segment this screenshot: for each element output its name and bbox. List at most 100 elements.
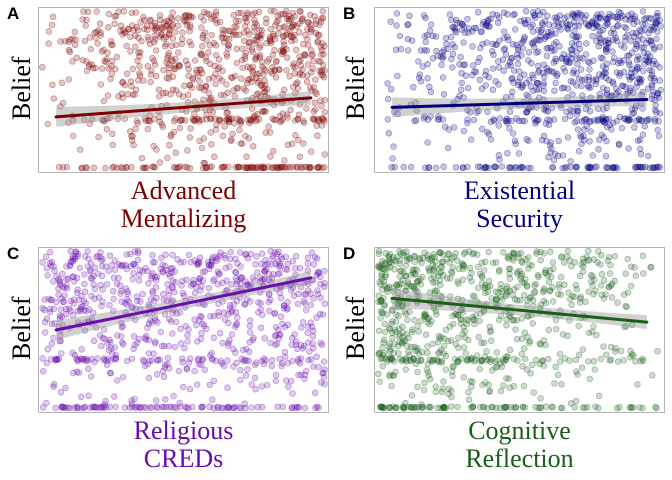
data-point: [376, 403, 384, 411]
data-point: [247, 329, 254, 336]
data-point: [481, 282, 489, 289]
data-point: [385, 253, 393, 260]
data-point: [93, 8, 100, 15]
data-point: [85, 63, 93, 70]
data-point: [610, 164, 617, 172]
data-point: [290, 22, 297, 29]
data-point: [65, 404, 72, 412]
data-point: [541, 73, 548, 81]
data-point: [215, 271, 223, 278]
data-point: [179, 29, 186, 36]
data-point: [477, 163, 484, 171]
data-point: [191, 367, 198, 375]
data-point: [165, 49, 173, 57]
data-point: [654, 92, 661, 99]
data-point: [184, 338, 191, 345]
data-point: [424, 349, 431, 357]
data-point: [253, 22, 261, 29]
data-point: [170, 117, 178, 125]
data-point: [630, 404, 637, 411]
data-point: [185, 326, 192, 333]
data-point: [484, 404, 491, 412]
data-point: [278, 362, 285, 370]
data-point: [129, 275, 136, 283]
points-group: [39, 247, 329, 412]
data-point: [271, 249, 278, 256]
data-point: [602, 291, 609, 298]
data-point: [99, 256, 106, 263]
data-point: [108, 38, 115, 45]
data-point: [197, 50, 205, 57]
data-point: [188, 84, 195, 92]
data-point: [576, 10, 584, 17]
data-point: [515, 81, 522, 89]
data-point: [613, 90, 620, 98]
data-point: [523, 108, 530, 116]
data-point: [73, 289, 81, 296]
data-point: [197, 312, 204, 320]
data-point: [313, 314, 320, 321]
data-point: [297, 371, 305, 379]
data-point: [225, 116, 233, 123]
data-point: [512, 140, 519, 148]
data-point: [150, 297, 158, 305]
data-point: [314, 164, 321, 171]
data-point: [384, 265, 391, 272]
data-point: [557, 350, 564, 358]
data-point: [235, 84, 242, 92]
data-point: [633, 117, 640, 125]
data-point: [416, 254, 423, 262]
data-point: [519, 81, 526, 89]
data-point: [197, 51, 204, 58]
data-point: [437, 346, 445, 354]
data-point: [237, 140, 244, 147]
data-point: [563, 20, 570, 27]
data-point: [195, 355, 202, 362]
data-point: [640, 44, 647, 51]
data-point: [118, 298, 125, 305]
data-point: [305, 280, 312, 288]
data-point: [476, 404, 484, 411]
data-point: [228, 136, 235, 143]
data-point: [97, 253, 104, 261]
data-point: [211, 153, 218, 160]
data-point: [501, 404, 509, 412]
data-point: [318, 379, 325, 386]
data-point: [603, 46, 610, 53]
data-point: [605, 13, 613, 21]
data-point: [634, 163, 642, 171]
data-point: [561, 355, 569, 362]
data-point: [313, 272, 320, 279]
data-point: [459, 164, 467, 171]
data-point: [379, 344, 386, 351]
data-point: [244, 366, 251, 373]
data-point: [166, 315, 173, 323]
data-point: [603, 60, 611, 67]
data-point: [65, 119, 72, 126]
data-point: [392, 257, 399, 265]
data-point: [375, 298, 382, 305]
data-point: [537, 395, 544, 402]
data-point: [132, 316, 139, 324]
data-point: [169, 278, 177, 285]
data-point: [596, 14, 604, 21]
data-point: [388, 355, 395, 362]
data-point: [163, 74, 170, 82]
data-point: [266, 37, 274, 44]
data-point: [303, 306, 310, 314]
data-point: [474, 58, 482, 66]
data-point: [393, 282, 400, 289]
data-point: [600, 117, 607, 125]
data-point: [200, 165, 207, 172]
data-point: [307, 290, 314, 297]
data-point: [258, 81, 266, 89]
data-point: [510, 286, 518, 293]
data-point: [249, 336, 257, 344]
data-point: [495, 81, 502, 88]
data-point: [133, 117, 141, 125]
data-point: [49, 81, 56, 89]
data-point: [611, 164, 618, 172]
data-point: [603, 86, 611, 93]
data-point: [83, 307, 90, 315]
data-point: [225, 339, 232, 347]
